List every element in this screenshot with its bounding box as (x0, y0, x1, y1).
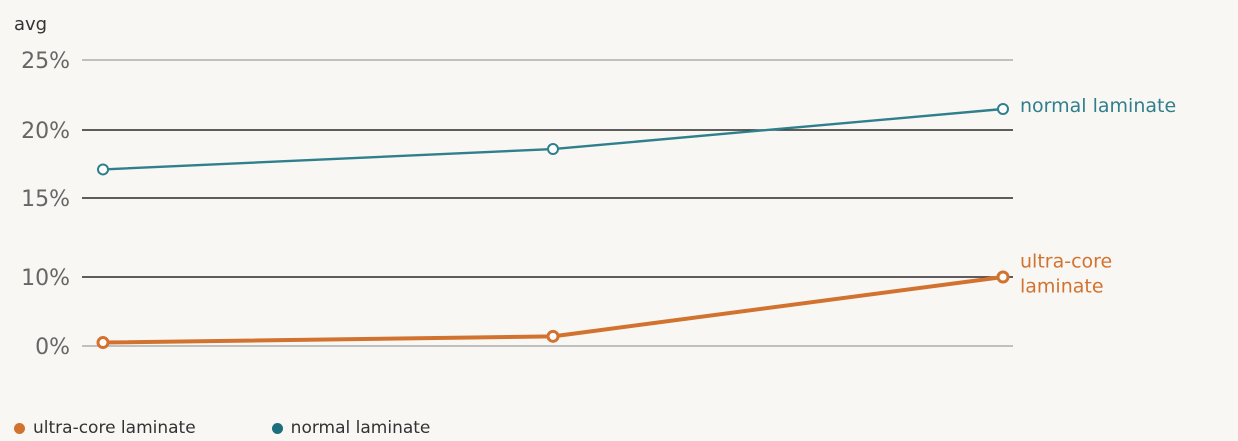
y-tick-label: 15% (21, 187, 70, 212)
y-tick-labels: 0% 10% 15% 20% 25% (21, 49, 70, 360)
data-point[interactable] (97, 163, 109, 176)
series-group: normal laminate ultra-core laminate (96, 95, 1176, 350)
data-point[interactable] (547, 143, 559, 156)
y-tick-label: 0% (35, 335, 70, 360)
data-point[interactable] (997, 103, 1009, 115)
legend-marker-icon (271, 422, 283, 434)
gridlines (82, 59, 1013, 347)
y-tick-label: 20% (21, 119, 70, 144)
legend-label: ultra-core laminate (33, 418, 196, 438)
legend-item-normal[interactable]: normal laminate (271, 418, 431, 438)
y-tick-label: 25% (21, 49, 70, 74)
legend-item-ultra-core[interactable]: ultra-core laminate (14, 418, 196, 438)
y-tick-label: 10% (21, 266, 70, 291)
series-end-label: ultra-core (1020, 251, 1112, 273)
data-point[interactable] (546, 329, 560, 343)
series-end-label: laminate (1020, 276, 1104, 298)
data-point[interactable] (96, 336, 110, 350)
legend-label: normal laminate (290, 418, 431, 438)
series-line (102, 107, 1004, 171)
legend-marker-icon (14, 422, 25, 434)
y-axis-label: avg (14, 14, 47, 35)
series-end-label: normal laminate (1020, 95, 1176, 117)
legend: ultra-core laminate normal laminate (14, 418, 506, 438)
data-point[interactable] (996, 270, 1010, 284)
